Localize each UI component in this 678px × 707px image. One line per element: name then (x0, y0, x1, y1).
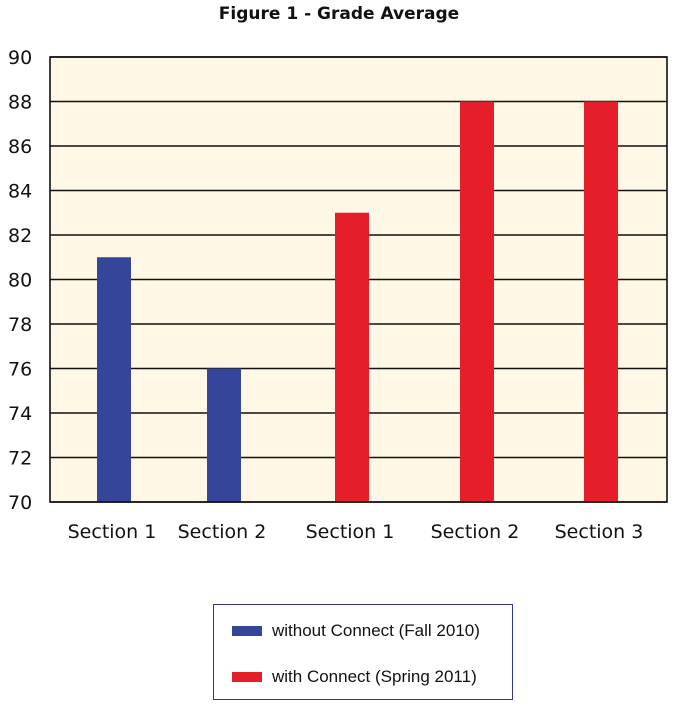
bar-series1-cat3 (460, 101, 494, 502)
legend-item-with-connect: with Connect (Spring 2011) (232, 667, 477, 687)
x-tick-label-3: Section 2 (431, 521, 520, 543)
y-tick-label-88: 88 (8, 92, 32, 114)
y-tick-label-82: 82 (8, 225, 32, 247)
y-tick-label-86: 86 (8, 136, 32, 158)
legend-label-with-connect: with Connect (Spring 2011) (272, 667, 477, 686)
x-tick-label-1: Section 2 (178, 521, 267, 543)
legend-label-without-connect: without Connect (Fall 2010) (272, 621, 480, 640)
y-tick-label-70: 70 (8, 492, 32, 514)
x-tick-label-2: Section 1 (306, 521, 395, 543)
y-tick-label-90: 90 (8, 47, 32, 69)
y-tick-label-78: 78 (8, 314, 32, 336)
bar-series0-cat0 (97, 257, 131, 502)
legend-swatch-with-connect (232, 672, 262, 682)
chart-title: Figure 1 - Grade Average (218, 4, 460, 24)
bar-chart: 70 72 74 76 78 80 82 84 86 88 90 Section 1 Section 2… (8, 47, 668, 543)
bar-series0-cat1 (207, 368, 241, 502)
legend-swatch-without-connect (232, 626, 262, 636)
bar-series1-cat2 (335, 212, 369, 502)
legend: without Connect (Fall 2010) with Connect… (213, 604, 513, 700)
y-tick-label-72: 72 (8, 448, 32, 470)
x-tick-label-0: Section 1 (68, 521, 157, 543)
x-tick-label-4: Section 3 (555, 521, 644, 543)
plot-frame (49, 56, 668, 503)
y-tick-label-84: 84 (8, 181, 32, 203)
y-tick-label-76: 76 (8, 359, 32, 381)
legend-item-without-connect: without Connect (Fall 2010) (232, 621, 480, 641)
y-tick-label-74: 74 (8, 403, 32, 425)
bar-series1-cat4 (584, 101, 618, 502)
y-tick-label-80: 80 (8, 270, 32, 292)
